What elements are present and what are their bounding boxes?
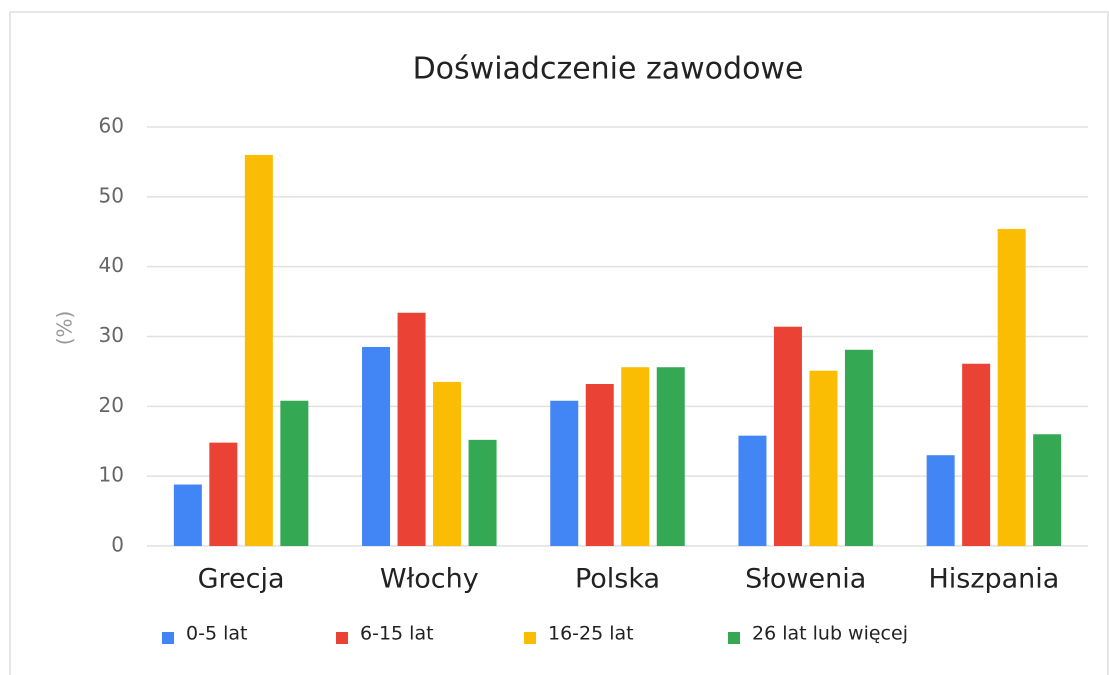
bar [773, 326, 802, 546]
legend-label: 0-5 lat [186, 623, 247, 645]
chart-title: Doświadczenie zawodowe [413, 52, 804, 87]
legend-swatch [728, 632, 740, 644]
y-tick-label: 50 [99, 183, 124, 207]
legend-swatch [162, 632, 174, 644]
y-tick-label: 10 [99, 463, 124, 487]
chart-frame [9, 11, 1109, 675]
bar [280, 400, 309, 546]
bar [738, 435, 767, 546]
y-tick-label: 0 [111, 533, 124, 557]
bar [585, 383, 614, 546]
bar [209, 442, 238, 546]
bar [844, 349, 873, 546]
x-tick-label: Grecja [198, 564, 285, 595]
bar [468, 439, 497, 546]
bar [397, 312, 426, 546]
x-tick-label: Słowenia [745, 564, 866, 595]
bar [244, 154, 273, 546]
bar [173, 484, 202, 546]
y-axis-label: (%) [53, 311, 77, 346]
bar [962, 363, 991, 546]
bar [621, 367, 650, 546]
bar [926, 455, 955, 546]
x-tick-label: Polska [575, 564, 660, 595]
y-tick-label: 20 [99, 393, 124, 417]
bar [656, 367, 685, 546]
legend-label: 16-25 lat [548, 623, 634, 645]
legend-label: 6-15 lat [360, 623, 434, 645]
legend-label: 26 lat lub więcej [752, 623, 908, 645]
bar [362, 346, 391, 546]
y-tick-label: 60 [99, 114, 124, 138]
bar [1033, 434, 1062, 546]
y-tick-label: 30 [99, 323, 124, 347]
y-tick-label: 40 [99, 253, 124, 277]
x-tick-label: Hiszpania [928, 564, 1059, 595]
bar [809, 370, 838, 546]
bar [550, 400, 579, 546]
bar [433, 381, 462, 546]
bar [997, 228, 1026, 546]
legend-swatch [336, 632, 348, 644]
legend-swatch [524, 632, 536, 644]
x-tick-label: Włochy [380, 564, 479, 595]
